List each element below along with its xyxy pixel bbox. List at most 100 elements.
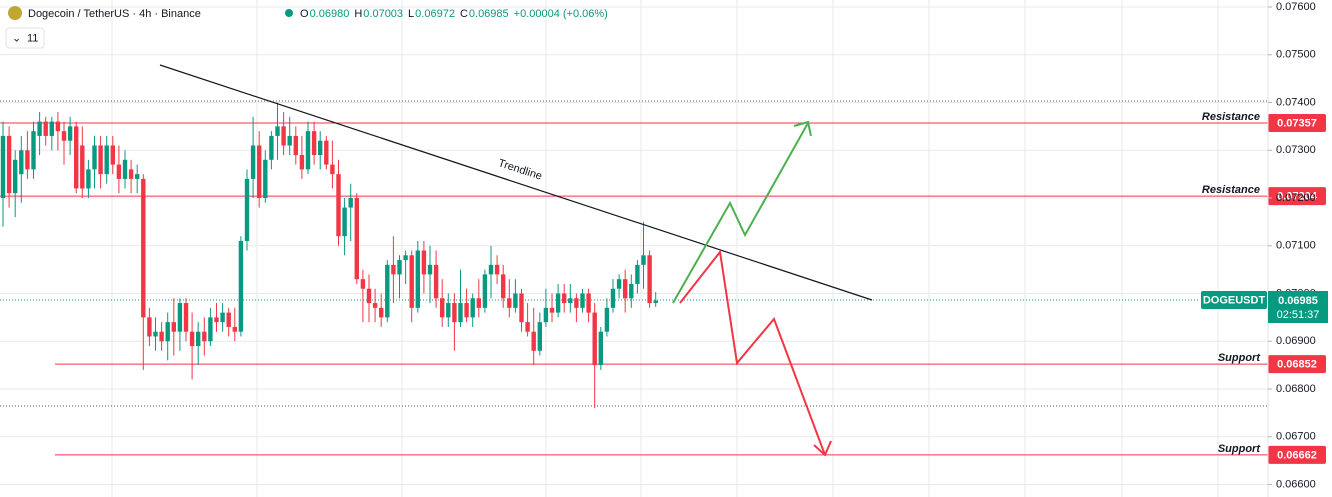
- candle-body: [446, 303, 451, 318]
- level-box: [1268, 445, 1326, 464]
- candle-body: [623, 279, 628, 299]
- candle-body: [25, 150, 30, 170]
- candle-body: [92, 145, 97, 170]
- candle-body: [629, 283, 634, 299]
- candle-body: [6, 135, 12, 194]
- candle-body: [482, 274, 488, 308]
- candle-body: [98, 145, 103, 175]
- trendline: [159, 64, 873, 301]
- candle-body: [269, 135, 274, 160]
- candle-body: [202, 331, 207, 342]
- candle-body: [379, 307, 384, 318]
- candle-body: [488, 264, 494, 275]
- candle-body: [257, 145, 262, 199]
- y-tick-label: 0.06800: [1276, 383, 1316, 395]
- y-tick-label: 0.06600: [1276, 478, 1316, 490]
- candle-body: [37, 121, 42, 136]
- ohlc-key: H: [354, 8, 362, 20]
- candle-body: [348, 198, 353, 208]
- candle-body: [592, 312, 597, 366]
- candle-body: [653, 300, 658, 304]
- candle-body: [61, 131, 67, 141]
- candle-body: [0, 135, 6, 199]
- candle-body: [604, 307, 610, 332]
- candle-body: [391, 264, 396, 275]
- candle-body: [385, 264, 390, 318]
- candle-body: [311, 131, 317, 156]
- candle-body: [80, 145, 85, 189]
- ohlc-value: 0.06972: [415, 8, 455, 20]
- candle-body: [226, 312, 231, 327]
- y-tick-label: 0.06900: [1276, 335, 1316, 347]
- candle-body: [372, 303, 378, 308]
- candle-body: [574, 298, 579, 308]
- ohlc-value: 0.07003: [363, 8, 403, 20]
- ohlc-key: O: [300, 8, 309, 20]
- y-tick-label: 0.07500: [1276, 49, 1316, 61]
- ohlc-value: 0.06980: [310, 8, 350, 20]
- candle-body: [287, 135, 292, 146]
- y-tick-label: 0.06700: [1276, 431, 1316, 443]
- candle-body: [43, 121, 48, 136]
- candle-body: [135, 174, 140, 179]
- ohlc-values: O 0.06980 H 0.07003 L 0.06972 C 0.06985 +0.00004…: [300, 8, 608, 20]
- candle-body: [55, 121, 61, 132]
- level-box: [1268, 355, 1326, 374]
- candle-body: [397, 260, 402, 275]
- candle-body: [507, 298, 512, 308]
- candle-body: [586, 293, 591, 313]
- candle-body: [31, 131, 36, 170]
- candle-body: [494, 264, 500, 275]
- candle-body: [171, 322, 176, 332]
- ohlc-key: L: [408, 8, 414, 20]
- candle-body: [165, 322, 170, 342]
- candle-body: [555, 293, 561, 313]
- y-tick-label: 0.07600: [1276, 1, 1316, 13]
- candle-body: [464, 303, 469, 318]
- candle-body: [299, 155, 305, 170]
- candle-body: [275, 126, 280, 136]
- candle-body: [476, 298, 481, 308]
- candle-body: [531, 331, 536, 351]
- ohlc-key: C: [460, 8, 468, 20]
- candle-body: [458, 303, 463, 323]
- candle-body: [281, 126, 286, 146]
- candle-body: [263, 159, 268, 199]
- y-tick-label: 0.07200: [1276, 192, 1316, 204]
- indicator-toggle[interactable]: [5, 27, 45, 49]
- candle-body: [196, 331, 201, 347]
- indicator-count: 11: [27, 32, 38, 44]
- candle-body: [409, 255, 414, 308]
- countdown: 02:51:37: [1277, 309, 1320, 321]
- y-tick-label: 0.07300: [1276, 144, 1316, 156]
- candle-body: [647, 255, 652, 304]
- candle-body: [153, 331, 158, 337]
- candle-body: [470, 298, 475, 318]
- candle-body: [519, 293, 524, 323]
- candle-body: [501, 274, 506, 299]
- candle-body: [610, 288, 616, 308]
- candles: [0, 102, 658, 409]
- candle-body: [67, 126, 73, 141]
- candle-body: [86, 169, 91, 189]
- candle-body: [421, 250, 427, 275]
- symbol-label: DOGEUSDT: [1203, 294, 1266, 306]
- status-dot: [285, 9, 293, 17]
- level-name: Resistance: [1202, 111, 1260, 123]
- change: +0.00004 (+0.06%): [514, 8, 608, 20]
- candle-body: [513, 293, 518, 308]
- candle-body: [354, 198, 359, 280]
- candle-body: [549, 307, 555, 313]
- candle-body: [159, 331, 164, 342]
- y-tick-label: 0.07400: [1276, 96, 1316, 108]
- candle-body: [116, 164, 122, 179]
- arrow-head: [793, 120, 812, 137]
- candle-body: [568, 298, 573, 304]
- candle-body: [433, 264, 439, 299]
- candle-body: [360, 279, 366, 289]
- vertical-grid: [111, 0, 1219, 497]
- candle-body: [415, 250, 420, 308]
- candle-body: [537, 322, 542, 351]
- candle-body: [580, 293, 585, 308]
